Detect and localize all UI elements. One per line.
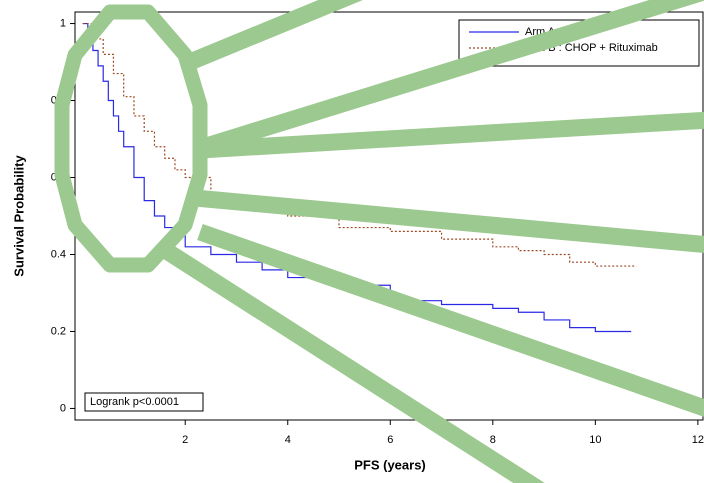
x-tick-label: 12 [692, 434, 704, 446]
overlay-ray [194, 189, 704, 253]
survival-curve [82, 22, 637, 267]
y-tick-label: 0.2 [51, 325, 66, 337]
x-tick-label: 8 [490, 434, 496, 446]
x-tick-label: 6 [387, 434, 393, 446]
y-axis-title: Survival Probability [11, 155, 26, 277]
x-tick-label: 2 [182, 434, 188, 446]
overlay [54, 0, 704, 483]
x-tick-label: 4 [285, 434, 291, 446]
overlay-ray [199, 111, 704, 159]
x-axis-title: PFS (years) [354, 457, 426, 472]
annotation: Logrank p<0.0001 [90, 396, 179, 408]
y-tick-label: 0 [60, 402, 66, 414]
annotation-box [84, 392, 204, 412]
y-tick-label: 1 [60, 17, 66, 29]
overlay-ray [160, 242, 545, 483]
overlay-ray [197, 223, 704, 417]
overlay-ray [186, 0, 363, 70]
overlay-lens [54, 4, 208, 273]
y-tick-label: 0.4 [51, 248, 66, 260]
x-tick-label: 10 [589, 434, 601, 446]
overlay-ray [197, 0, 704, 157]
